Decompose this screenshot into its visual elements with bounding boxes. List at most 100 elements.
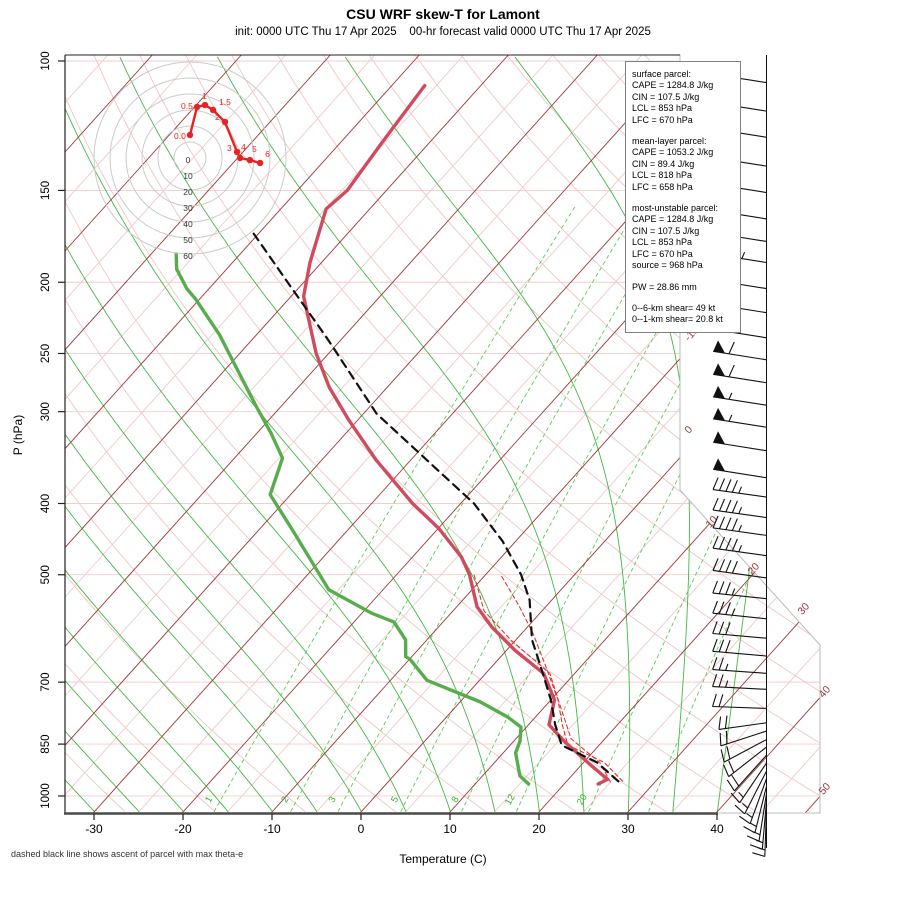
- hodograph-ring: [109, 77, 271, 239]
- hodograph-height-label: 4: [241, 142, 246, 152]
- pressure-tick-label: 500: [40, 565, 52, 584]
- barb-full: [726, 779, 735, 792]
- hodograph-point: [256, 159, 264, 167]
- dry-adiabat: [93, 55, 820, 812]
- isotherm-major: [65, 55, 598, 813]
- parcel-virtual-temp-trace: [500, 574, 624, 782]
- info-box-gap: [632, 293, 736, 303]
- barb-pennant: [713, 340, 726, 354]
- isotherm-minor: [226, 55, 820, 813]
- info-row: LFC = 670 hPa: [632, 114, 693, 125]
- mixing-ratio-label: 8: [450, 795, 462, 805]
- wind-barb: [713, 407, 767, 428]
- y-axis-title: P (hPa): [11, 414, 25, 456]
- info-section-title: mean-layer parcel:: [632, 136, 707, 147]
- barb-full: [720, 749, 725, 763]
- barb-full: [728, 364, 735, 378]
- isotherm-minor: [65, 55, 643, 813]
- temperature-tick-label: 20: [532, 822, 546, 836]
- barb-full: [752, 852, 765, 858]
- barb-half: [753, 831, 761, 836]
- barb-full: [743, 826, 756, 834]
- barb-full: [731, 518, 738, 531]
- wind-barb: [713, 340, 767, 361]
- isotherm-minor: [850, 55, 900, 813]
- hodograph-ring: [173, 141, 207, 175]
- barb-full: [728, 341, 735, 355]
- moist-adiabat: [119, 56, 540, 812]
- barb-full: [712, 693, 717, 707]
- barb-full: [723, 764, 730, 777]
- dry-adiabat: [65, 55, 306, 812]
- wind-barb: [723, 746, 767, 778]
- barb-half: [731, 608, 736, 616]
- barb-half: [725, 680, 729, 688]
- dry-adiabat: [231, 55, 820, 812]
- moist-adiabat: [65, 56, 318, 812]
- hodograph-point: [209, 106, 217, 114]
- pressure-tick-label: 300: [40, 402, 52, 421]
- barb-full: [718, 639, 725, 653]
- pressure-tick-label: 700: [40, 673, 52, 692]
- wind-barb: [713, 385, 767, 406]
- barb-half: [758, 847, 766, 851]
- barb-full: [718, 516, 726, 529]
- mixing-ratio-label: 3: [327, 795, 339, 805]
- hodograph-ring: [157, 125, 223, 191]
- info-row: CAPE = 1053.2 J/kg: [632, 147, 714, 158]
- barb-full: [719, 732, 722, 746]
- info-row: 0--1-km shear= 20.8 kt: [632, 314, 723, 325]
- hodograph-ring-label: 60: [183, 251, 193, 261]
- x-axis-title: Temperature (C): [399, 852, 487, 866]
- mixing-ratio-line: [290, 204, 640, 812]
- info-row: CIN = 89.4 J/kg: [632, 158, 695, 169]
- parcel-ascent-trace: [251, 231, 620, 783]
- isotherm-minor: [315, 55, 820, 813]
- barb-pennant: [713, 458, 726, 472]
- wind-barb: [726, 754, 767, 792]
- barb-full: [725, 517, 732, 530]
- hodograph-height-label: 3: [227, 143, 232, 153]
- barb-full: [712, 558, 719, 571]
- dry-adiabat: [65, 55, 667, 812]
- info-row: source = 968 hPa: [632, 260, 703, 271]
- barb-full: [725, 560, 732, 573]
- barb-half: [746, 813, 753, 819]
- info-section-title: surface parcel:: [632, 69, 692, 79]
- isotherm-major: [804, 55, 820, 813]
- barb-full: [712, 497, 719, 511]
- wind-barb: [712, 673, 767, 690]
- info-row: CAPE = 1284.8 J/kg: [632, 80, 714, 91]
- barb-full: [730, 792, 741, 804]
- info-row: LFC = 658 hPa: [632, 181, 693, 192]
- moist-adiabat: [65, 56, 273, 812]
- barb-half: [741, 251, 746, 259]
- hodograph-ring-label: 20: [183, 187, 193, 197]
- barb-full: [718, 498, 726, 512]
- barb-pennant: [713, 385, 726, 399]
- isotherm-major: [537, 55, 820, 813]
- wind-barb: [713, 431, 767, 452]
- barb-full: [731, 560, 738, 574]
- hodograph-ring: [93, 61, 287, 255]
- barb-full: [718, 674, 724, 688]
- barb-full: [718, 559, 726, 572]
- info-box-gap: [632, 126, 736, 136]
- barb-full: [718, 581, 725, 594]
- pressure-tick-label: 850: [40, 735, 52, 754]
- mixing-ratio-label: 12: [503, 792, 518, 807]
- isotherm-minor: [671, 55, 820, 813]
- mixing-ratio-label: 1: [203, 795, 215, 805]
- wind-barb: [712, 558, 767, 579]
- wind-barb: [730, 762, 767, 804]
- mixing-ratio-label: 20: [575, 792, 590, 807]
- isotherm-label: 30: [795, 601, 812, 618]
- info-row: LFC = 670 hPa: [632, 248, 693, 259]
- page-subtitle: init: 0000 UTC Thu 17 Apr 2025 00-hr for…: [235, 26, 651, 38]
- moist-adiabat: [65, 56, 362, 812]
- barb-pennant: [713, 431, 726, 445]
- barb-full: [718, 621, 725, 635]
- isotherm-major: [626, 55, 820, 813]
